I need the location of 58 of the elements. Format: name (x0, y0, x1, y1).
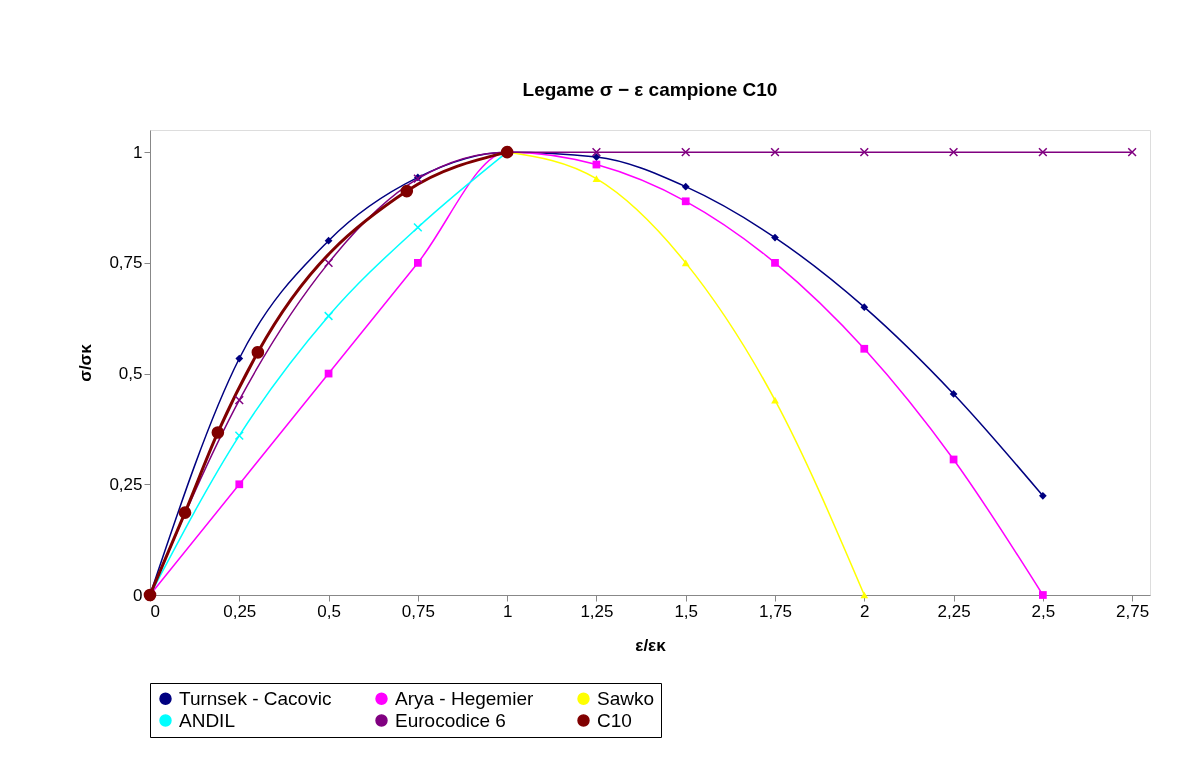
point (1038, 591, 1047, 599)
point (859, 147, 869, 157)
point (591, 147, 602, 157)
point (211, 426, 225, 439)
point (323, 311, 334, 321)
y-tick-label: 0,75 (109, 253, 143, 273)
point (681, 259, 690, 267)
point (251, 346, 265, 359)
point (178, 506, 192, 519)
point (592, 153, 601, 161)
point (1127, 147, 1137, 157)
point (860, 303, 869, 312)
point (324, 236, 333, 245)
point (860, 344, 869, 353)
x-tick-label: 1,5 (674, 601, 699, 621)
x-tick-label: 1,25 (580, 601, 614, 621)
x-tick-label: 2,75 (1116, 601, 1150, 621)
x-tick-label: 2,25 (937, 601, 971, 621)
point (949, 390, 958, 398)
chart-title: Legame σ − ε campione C10 (522, 79, 778, 100)
point (323, 258, 334, 268)
x-tick-label: 1,75 (758, 601, 793, 621)
x-tick-label: 0,75 (401, 601, 435, 621)
point (234, 395, 244, 405)
y-tick-label: 0 (133, 585, 143, 605)
legend-label: Arya - Hegemier (395, 687, 534, 709)
x-tick-label: 0,5 (317, 601, 341, 621)
x-tick-label: 0 (150, 601, 160, 621)
y-tick-label: 1 (133, 142, 143, 162)
legend-label: Eurocodice 6 (395, 709, 506, 731)
point (948, 147, 959, 157)
point (413, 258, 422, 267)
point (400, 184, 414, 198)
point (771, 258, 779, 267)
point (413, 222, 423, 233)
point (770, 147, 780, 157)
x-axis-title: ε/εκ (635, 635, 667, 655)
legend-label: ANDIL (179, 709, 235, 731)
point (771, 233, 779, 242)
x-tick-label: 1 (502, 601, 513, 621)
point (681, 182, 690, 191)
point (592, 175, 601, 183)
x-tick-label: 0,25 (223, 601, 257, 621)
legend-label: C10 (597, 709, 632, 731)
point (681, 147, 691, 157)
legend-label: Sawko (597, 687, 655, 709)
point (234, 430, 244, 441)
point (1038, 491, 1047, 500)
point (235, 480, 244, 489)
x-tick-label: 2 (860, 601, 870, 621)
point (235, 354, 244, 363)
x-tick-label: 2,5 (1031, 601, 1056, 621)
y-tick-label: 0,5 (118, 364, 143, 384)
y-tick-label: 0,25 (109, 474, 143, 494)
point (681, 197, 690, 206)
y-axis-title: σ/σκ (76, 343, 96, 382)
legend-label: Turnsek - Cacovic (179, 687, 332, 709)
point (1038, 147, 1048, 157)
